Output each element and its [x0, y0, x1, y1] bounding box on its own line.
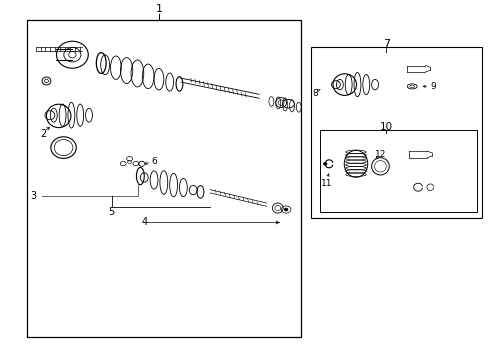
- Text: 12: 12: [374, 150, 386, 158]
- Text: 3: 3: [30, 191, 36, 201]
- Text: 6: 6: [151, 157, 157, 166]
- Text: 5: 5: [108, 207, 114, 217]
- Text: 10: 10: [379, 122, 392, 132]
- Text: 8: 8: [312, 89, 318, 98]
- Text: 1: 1: [155, 4, 162, 14]
- Text: 11: 11: [320, 179, 332, 188]
- Circle shape: [323, 163, 326, 165]
- Text: 2: 2: [40, 129, 46, 139]
- Bar: [27, 20, 300, 337]
- Text: 7: 7: [382, 39, 389, 49]
- Text: 4: 4: [141, 217, 147, 228]
- Circle shape: [284, 208, 287, 211]
- Text: 9: 9: [429, 82, 435, 91]
- Bar: [310, 47, 481, 218]
- Bar: [320, 130, 476, 212]
